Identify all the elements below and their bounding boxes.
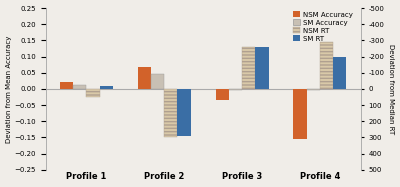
Bar: [255, 47, 268, 89]
Bar: [229, 89, 242, 91]
Bar: [164, 89, 178, 137]
Bar: [86, 89, 100, 97]
Bar: [216, 89, 229, 100]
Bar: [138, 67, 151, 89]
Bar: [178, 89, 191, 136]
Y-axis label: Deviation from Mean Accuracy: Deviation from Mean Accuracy: [6, 35, 12, 142]
Bar: [151, 74, 164, 89]
Bar: [320, 42, 333, 89]
Bar: [242, 47, 255, 89]
Bar: [60, 82, 73, 89]
Bar: [307, 89, 320, 91]
Bar: [73, 85, 86, 89]
Bar: [100, 86, 113, 89]
Legend: NSM Accuracy, SM Accuracy, NSM RT, SM RT: NSM Accuracy, SM Accuracy, NSM RT, SM RT: [292, 10, 354, 43]
Bar: [294, 89, 307, 139]
Y-axis label: Deviation from Median RT: Deviation from Median RT: [388, 44, 394, 134]
Bar: [333, 56, 346, 89]
